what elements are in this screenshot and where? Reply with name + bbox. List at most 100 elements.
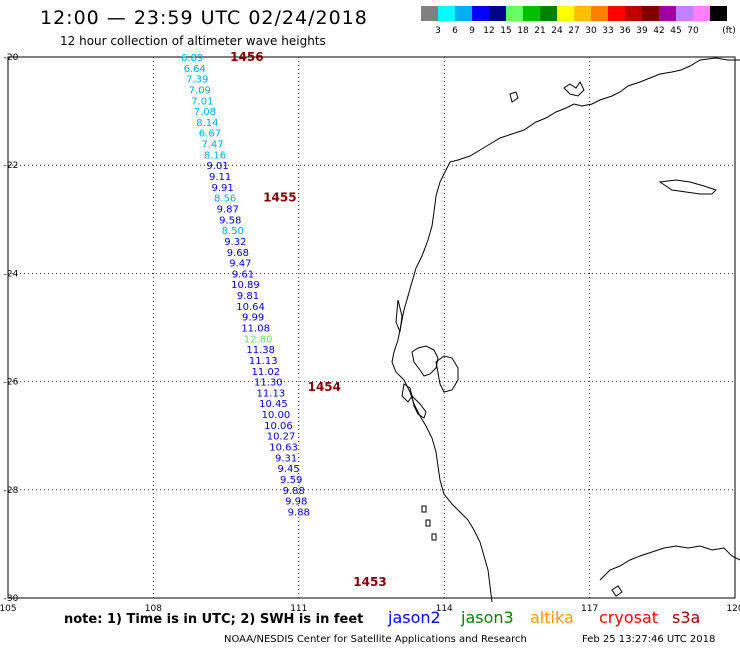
page-title: 12:00 — 23:59 UTC 02/24/2018 [40,7,368,29]
wave-height-value: 7.01 [191,96,213,107]
color-scale-swatch [540,6,557,21]
wave-height-value: 10.63 [269,443,298,454]
color-scale-unit: (ft) [722,26,736,36]
wave-height-value: 9.32 [224,237,246,248]
color-scale-label: 42 [653,26,665,36]
wave-height-value: 9.98 [285,497,307,508]
color-scale-label: 36 [619,26,631,36]
note-text: note: 1) Time is in UTC; 2) SWH is in fe… [64,612,364,627]
longitude-tick-label: 114 [436,604,453,614]
wave-height-value: 6.64 [184,64,206,75]
color-scale-label: 24 [551,26,563,36]
mission-legend-jason2: jason2 [388,608,441,627]
coastline-shark-bay-peninsula [411,345,439,377]
color-scale-swatch [659,6,676,21]
wave-height-value: 9.61 [232,269,254,280]
color-scale-swatch [608,6,625,21]
color-scale-swatch [506,6,523,21]
track-time-label: 1455 [263,191,296,205]
coastline-shark-bay-islands [401,383,413,403]
longitude-tick-label: 108 [145,604,162,614]
wave-height-value: 11.13 [257,388,286,399]
color-scale-swatch [676,6,693,21]
coastline-shark-bay-inner [435,355,459,393]
color-scale-label: 15 [500,26,512,36]
wave-height-value: 9.01 [206,161,228,172]
latitude-tick-label: -30 [4,594,19,604]
coastline-dirk-hartog-island [411,394,427,419]
page-subtitle: 12 hour collection of altimeter wave hei… [60,34,326,48]
wave-height-value: 7.09 [189,85,211,96]
wave-height-value: 8.50 [222,226,244,237]
coastline-australia [391,57,740,603]
wave-height-value: 7.39 [186,75,208,86]
wave-height-value: 6.89 [181,53,203,64]
wave-height-value: 9.99 [242,313,264,324]
color-scale-label: 9 [469,26,475,36]
coastline-exmouth-gulf [658,179,717,195]
wave-height-value: 8.56 [214,194,236,205]
wave-height-value: 10.45 [259,399,288,410]
latitude-tick-label: -24 [4,269,19,279]
color-scale-swatch [710,6,727,21]
wave-height-value: 9.91 [212,183,234,194]
color-scale-swatch [523,6,540,21]
wave-height-value: 9.87 [217,204,239,215]
wave-height-value: 8.14 [196,118,218,129]
color-scale-swatch [421,6,438,21]
wave-height-value: 10.64 [236,302,265,313]
wave-height-value: 12.80 [244,334,273,345]
wave-height-value: 9.47 [229,259,251,270]
wave-height-value: 9.59 [280,475,302,486]
latitude-tick-label: -28 [4,486,19,496]
coastline-abrolhos-islet-2 [425,519,431,527]
color-scale-label: 3 [435,26,441,36]
wave-height-value: 11.02 [251,367,280,378]
latitude-tick-label: -22 [4,161,19,171]
wave-height-value: 10.00 [262,410,291,421]
wave-height-value: 11.38 [246,345,275,356]
color-scale-label: 70 [687,26,699,36]
color-scale-swatch [625,6,642,21]
color-scale-label: 39 [636,26,648,36]
color-scale-label: 12 [483,26,495,36]
wave-height-value: 7.47 [201,140,223,151]
color-scale-swatch [557,6,574,21]
color-scale-label: 18 [517,26,529,36]
color-scale-swatch [455,6,472,21]
credit-text: NOAA/NESDIS Center for Satellite Applica… [224,634,527,645]
longitude-tick-label: 120 [726,604,740,614]
longitude-tick-label: 111 [290,604,307,614]
wave-height-value: 9.58 [219,215,241,226]
longitude-tick-label: 117 [581,604,598,614]
wave-height-value: 8.16 [204,150,226,161]
mission-legend-cryosat: cryosat [599,608,659,627]
coastline-bernier-island [395,299,403,333]
color-scale-label: 33 [602,26,614,36]
coastline-south-islet [611,585,623,597]
wave-height-value: 9.81 [237,291,259,302]
longitude-tick-label: 105 [0,604,17,614]
coastline-abrolhos-islet-1 [421,505,427,513]
coastline-barrow-island [509,91,519,103]
lat-lon-grid: 105 108 111 114 117 120 -20 -22 -24 -26 -28 -30 [0,53,740,614]
color-scale-label: 27 [568,26,580,36]
altimeter-track: 6.896.647.397.097.017.088.146.677.478.16… [181,53,310,518]
track-time-label: 1456 [230,50,263,64]
wave-height-value: 11.30 [254,378,283,389]
wave-height-value: 9.88 [288,507,310,518]
color-scale-label: 6 [452,26,458,36]
wave-height-value: 9.45 [278,464,300,475]
wave-height-value: 9.68 [227,248,249,259]
color-scale-swatch [489,6,506,21]
wave-height-value: 7.08 [194,107,216,118]
map-frame [7,56,736,599]
wave-height-value: 9.31 [275,453,297,464]
color-scale-swatch [591,6,608,21]
color-scale-swatch [574,6,591,21]
coastline-montebello-islands [563,81,585,97]
color-scale-swatch [642,6,659,21]
track-time-label: 1454 [308,380,341,394]
color-scale-swatch [472,6,489,21]
